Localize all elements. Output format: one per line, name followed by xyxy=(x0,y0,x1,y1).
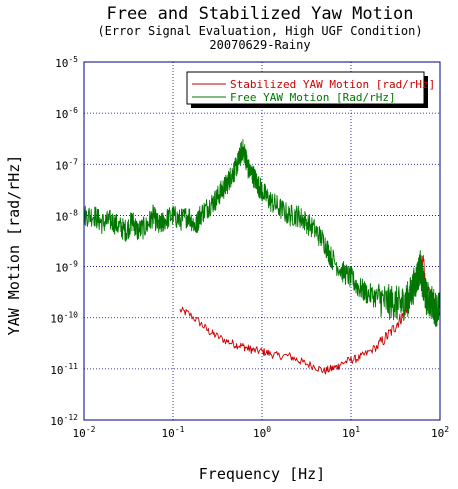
grid-lines xyxy=(84,62,440,420)
legend-label-stabilized: Stabilized YAW Motion [rad/rHz] xyxy=(230,78,435,91)
legend: Stabilized YAW Motion [rad/rHz] Free YAW… xyxy=(186,71,435,108)
y-axis-label: YAW Motion [rad/rHz] xyxy=(5,155,23,336)
plot-frame xyxy=(83,61,441,421)
series-line-stabilized xyxy=(179,254,441,375)
series-line-free xyxy=(83,139,441,328)
y-tick-label: 10-6 xyxy=(55,106,78,121)
chart-subtitle-1: (Error Signal Evaluation, High UGF Condi… xyxy=(97,24,422,38)
legend-label-free: Free YAW Motion [Rad/rHz] xyxy=(230,91,396,104)
y-tick-label: 10-5 xyxy=(55,55,78,70)
y-tick-labels: 10-12 10-11 10-10 10-9 10-8 10-7 10-6 10-5 xyxy=(50,55,78,428)
chart-subtitle-2: 20070629-Rainy xyxy=(209,38,310,52)
x-axis-label: Frequency [Hz] xyxy=(199,465,325,483)
y-tick-label: 10-8 xyxy=(55,208,78,223)
x-tick-label: 10-1 xyxy=(162,425,185,440)
y-tick-label: 10-12 xyxy=(50,413,78,428)
y-tick-label: 10-10 xyxy=(50,311,78,326)
x-tick-label: 10-2 xyxy=(73,425,96,440)
y-tick-label: 10-11 xyxy=(50,362,78,377)
chart-title: Free and Stabilized Yaw Motion xyxy=(106,4,413,24)
series-layer xyxy=(83,139,441,375)
x-tick-labels: 10-2 10-1 100 101 102 xyxy=(73,425,450,440)
x-tick-label: 100 xyxy=(253,425,271,440)
x-tick-label: 101 xyxy=(342,425,360,440)
x-tick-label: 102 xyxy=(431,425,449,440)
legend-box xyxy=(186,71,425,105)
y-tick-label: 10-7 xyxy=(55,157,78,172)
y-tick-label: 10-9 xyxy=(55,260,78,275)
